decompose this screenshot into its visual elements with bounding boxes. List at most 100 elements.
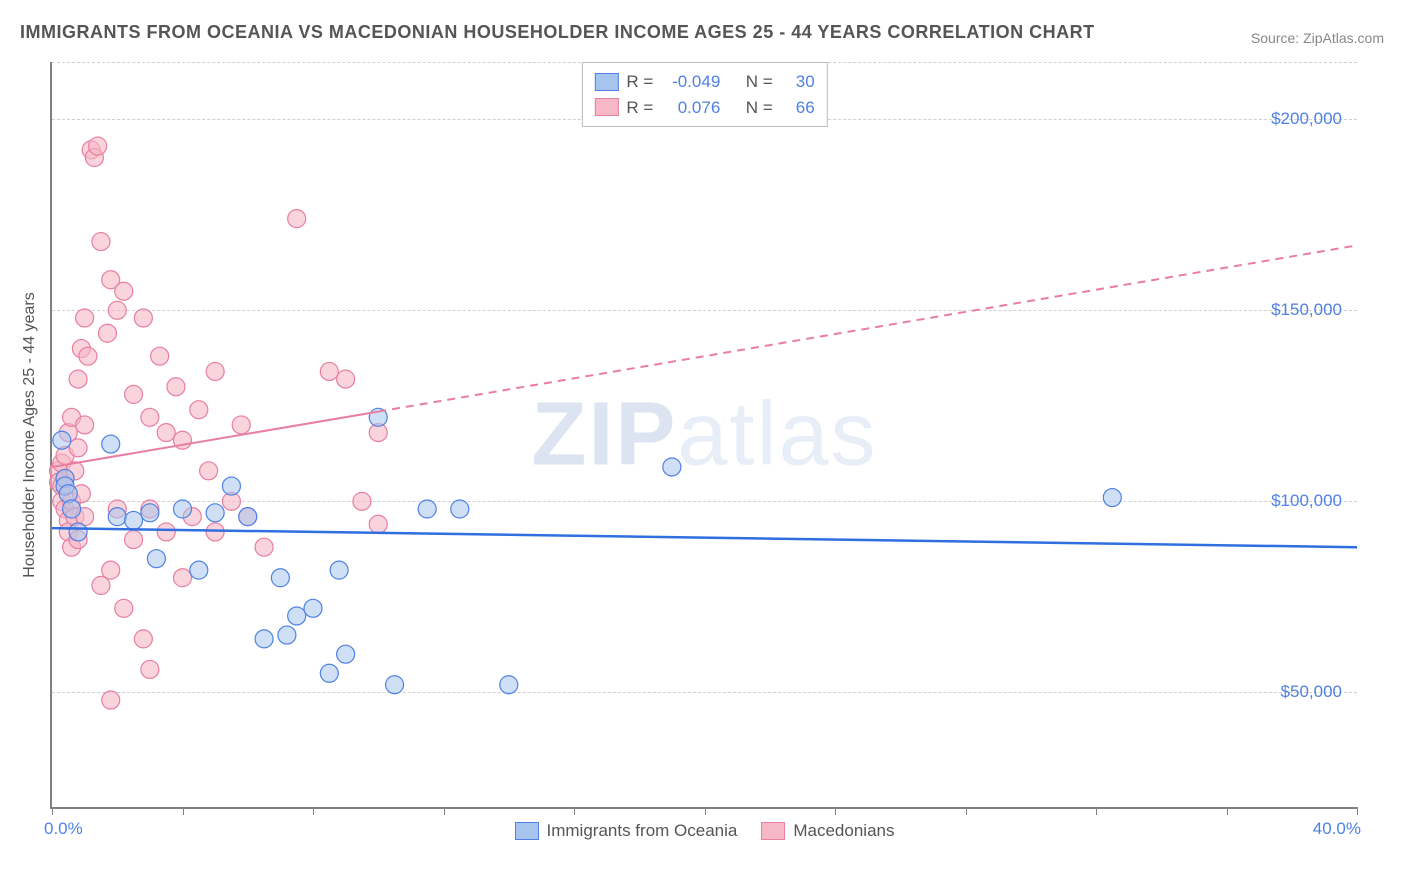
scatter-point-oceania bbox=[337, 645, 355, 663]
legend-item-macedonians: Macedonians bbox=[761, 821, 894, 841]
scatter-point-oceania bbox=[141, 504, 159, 522]
plot-area: ZIPatlas Householder Income Ages 25 - 44… bbox=[50, 62, 1357, 809]
legend-swatch-oceania bbox=[515, 822, 539, 840]
scatter-point-macedonians bbox=[125, 385, 143, 403]
series-legend: Immigrants from Oceania Macedonians bbox=[515, 821, 895, 841]
scatter-point-macedonians bbox=[134, 630, 152, 648]
scatter-point-oceania bbox=[278, 626, 296, 644]
x-axis-max-label: 40.0% bbox=[1313, 819, 1361, 839]
scatter-point-macedonians bbox=[190, 401, 208, 419]
scatter-point-macedonians bbox=[76, 309, 94, 327]
legend-label-oceania: Immigrants from Oceania bbox=[547, 821, 738, 841]
scatter-point-macedonians bbox=[151, 347, 169, 365]
scatter-point-macedonians bbox=[89, 137, 107, 155]
legend-swatch-macedonians bbox=[594, 98, 618, 116]
scatter-point-oceania bbox=[451, 500, 469, 518]
scatter-point-macedonians bbox=[102, 561, 120, 579]
x-tick bbox=[705, 807, 706, 815]
legend-label-macedonians: Macedonians bbox=[793, 821, 894, 841]
scatter-point-macedonians bbox=[98, 324, 116, 342]
trendline-macedonians-dashed bbox=[378, 245, 1357, 411]
scatter-point-macedonians bbox=[206, 362, 224, 380]
scatter-point-macedonians bbox=[320, 362, 338, 380]
scatter-point-oceania bbox=[304, 599, 322, 617]
scatter-point-oceania bbox=[69, 523, 87, 541]
scatter-point-macedonians bbox=[255, 538, 273, 556]
legend-item-oceania: Immigrants from Oceania bbox=[515, 821, 738, 841]
scatter-point-macedonians bbox=[79, 347, 97, 365]
x-tick bbox=[574, 807, 575, 815]
r-value-oceania: -0.049 bbox=[665, 69, 720, 95]
scatter-point-oceania bbox=[418, 500, 436, 518]
scatter-point-oceania bbox=[147, 550, 165, 568]
scatter-point-macedonians bbox=[157, 424, 175, 442]
source-label: Source: ZipAtlas.com bbox=[1251, 30, 1384, 46]
scatter-svg bbox=[52, 62, 1357, 807]
legend-row-oceania: R = -0.049 N = 30 bbox=[594, 69, 814, 95]
scatter-point-macedonians bbox=[157, 523, 175, 541]
r-label: R = bbox=[626, 69, 653, 95]
scatter-point-oceania bbox=[288, 607, 306, 625]
scatter-point-oceania bbox=[190, 561, 208, 579]
scatter-point-oceania bbox=[1103, 489, 1121, 507]
scatter-point-macedonians bbox=[167, 378, 185, 396]
r-label: R = bbox=[626, 95, 653, 121]
scatter-point-oceania bbox=[330, 561, 348, 579]
x-tick bbox=[1357, 807, 1358, 815]
n-label: N = bbox=[746, 95, 773, 121]
x-tick bbox=[183, 807, 184, 815]
scatter-point-oceania bbox=[500, 676, 518, 694]
scatter-point-macedonians bbox=[353, 492, 371, 510]
scatter-point-macedonians bbox=[102, 691, 120, 709]
trendline-macedonians-solid bbox=[52, 412, 378, 467]
scatter-point-oceania bbox=[63, 500, 81, 518]
scatter-point-macedonians bbox=[76, 416, 94, 434]
legend-row-macedonians: R = 0.076 N = 66 bbox=[594, 95, 814, 121]
scatter-point-oceania bbox=[53, 431, 71, 449]
x-tick bbox=[1227, 807, 1228, 815]
scatter-point-oceania bbox=[206, 504, 224, 522]
scatter-point-oceania bbox=[320, 664, 338, 682]
x-tick bbox=[835, 807, 836, 815]
scatter-point-oceania bbox=[271, 569, 289, 587]
scatter-point-oceania bbox=[222, 477, 240, 495]
n-value-oceania: 30 bbox=[785, 69, 815, 95]
scatter-point-macedonians bbox=[108, 301, 126, 319]
legend-swatch-oceania bbox=[594, 73, 618, 91]
scatter-point-oceania bbox=[663, 458, 681, 476]
scatter-point-macedonians bbox=[125, 531, 143, 549]
x-tick bbox=[52, 807, 53, 815]
scatter-point-macedonians bbox=[232, 416, 250, 434]
scatter-point-oceania bbox=[108, 508, 126, 526]
scatter-point-macedonians bbox=[69, 370, 87, 388]
scatter-point-macedonians bbox=[141, 408, 159, 426]
scatter-point-macedonians bbox=[134, 309, 152, 327]
scatter-point-macedonians bbox=[288, 210, 306, 228]
correlation-legend: R = -0.049 N = 30 R = 0.076 N = 66 bbox=[581, 62, 827, 127]
legend-swatch-macedonians bbox=[761, 822, 785, 840]
scatter-point-oceania bbox=[255, 630, 273, 648]
scatter-point-macedonians bbox=[69, 439, 87, 457]
n-value-macedonians: 66 bbox=[785, 95, 815, 121]
scatter-point-macedonians bbox=[337, 370, 355, 388]
scatter-point-macedonians bbox=[174, 569, 192, 587]
scatter-point-macedonians bbox=[369, 515, 387, 533]
scatter-point-oceania bbox=[174, 500, 192, 518]
x-tick bbox=[1096, 807, 1097, 815]
scatter-point-oceania bbox=[125, 511, 143, 529]
r-value-macedonians: 0.076 bbox=[665, 95, 720, 121]
x-tick bbox=[444, 807, 445, 815]
scatter-point-macedonians bbox=[115, 282, 133, 300]
x-axis-min-label: 0.0% bbox=[44, 819, 83, 839]
scatter-point-macedonians bbox=[115, 599, 133, 617]
scatter-point-macedonians bbox=[206, 523, 224, 541]
n-label: N = bbox=[746, 69, 773, 95]
x-tick bbox=[966, 807, 967, 815]
y-axis-label: Householder Income Ages 25 - 44 years bbox=[21, 292, 39, 578]
scatter-point-oceania bbox=[239, 508, 257, 526]
scatter-point-macedonians bbox=[92, 576, 110, 594]
x-tick bbox=[313, 807, 314, 815]
scatter-point-oceania bbox=[386, 676, 404, 694]
scatter-point-macedonians bbox=[141, 660, 159, 678]
chart-title: IMMIGRANTS FROM OCEANIA VS MACEDONIAN HO… bbox=[20, 22, 1095, 43]
